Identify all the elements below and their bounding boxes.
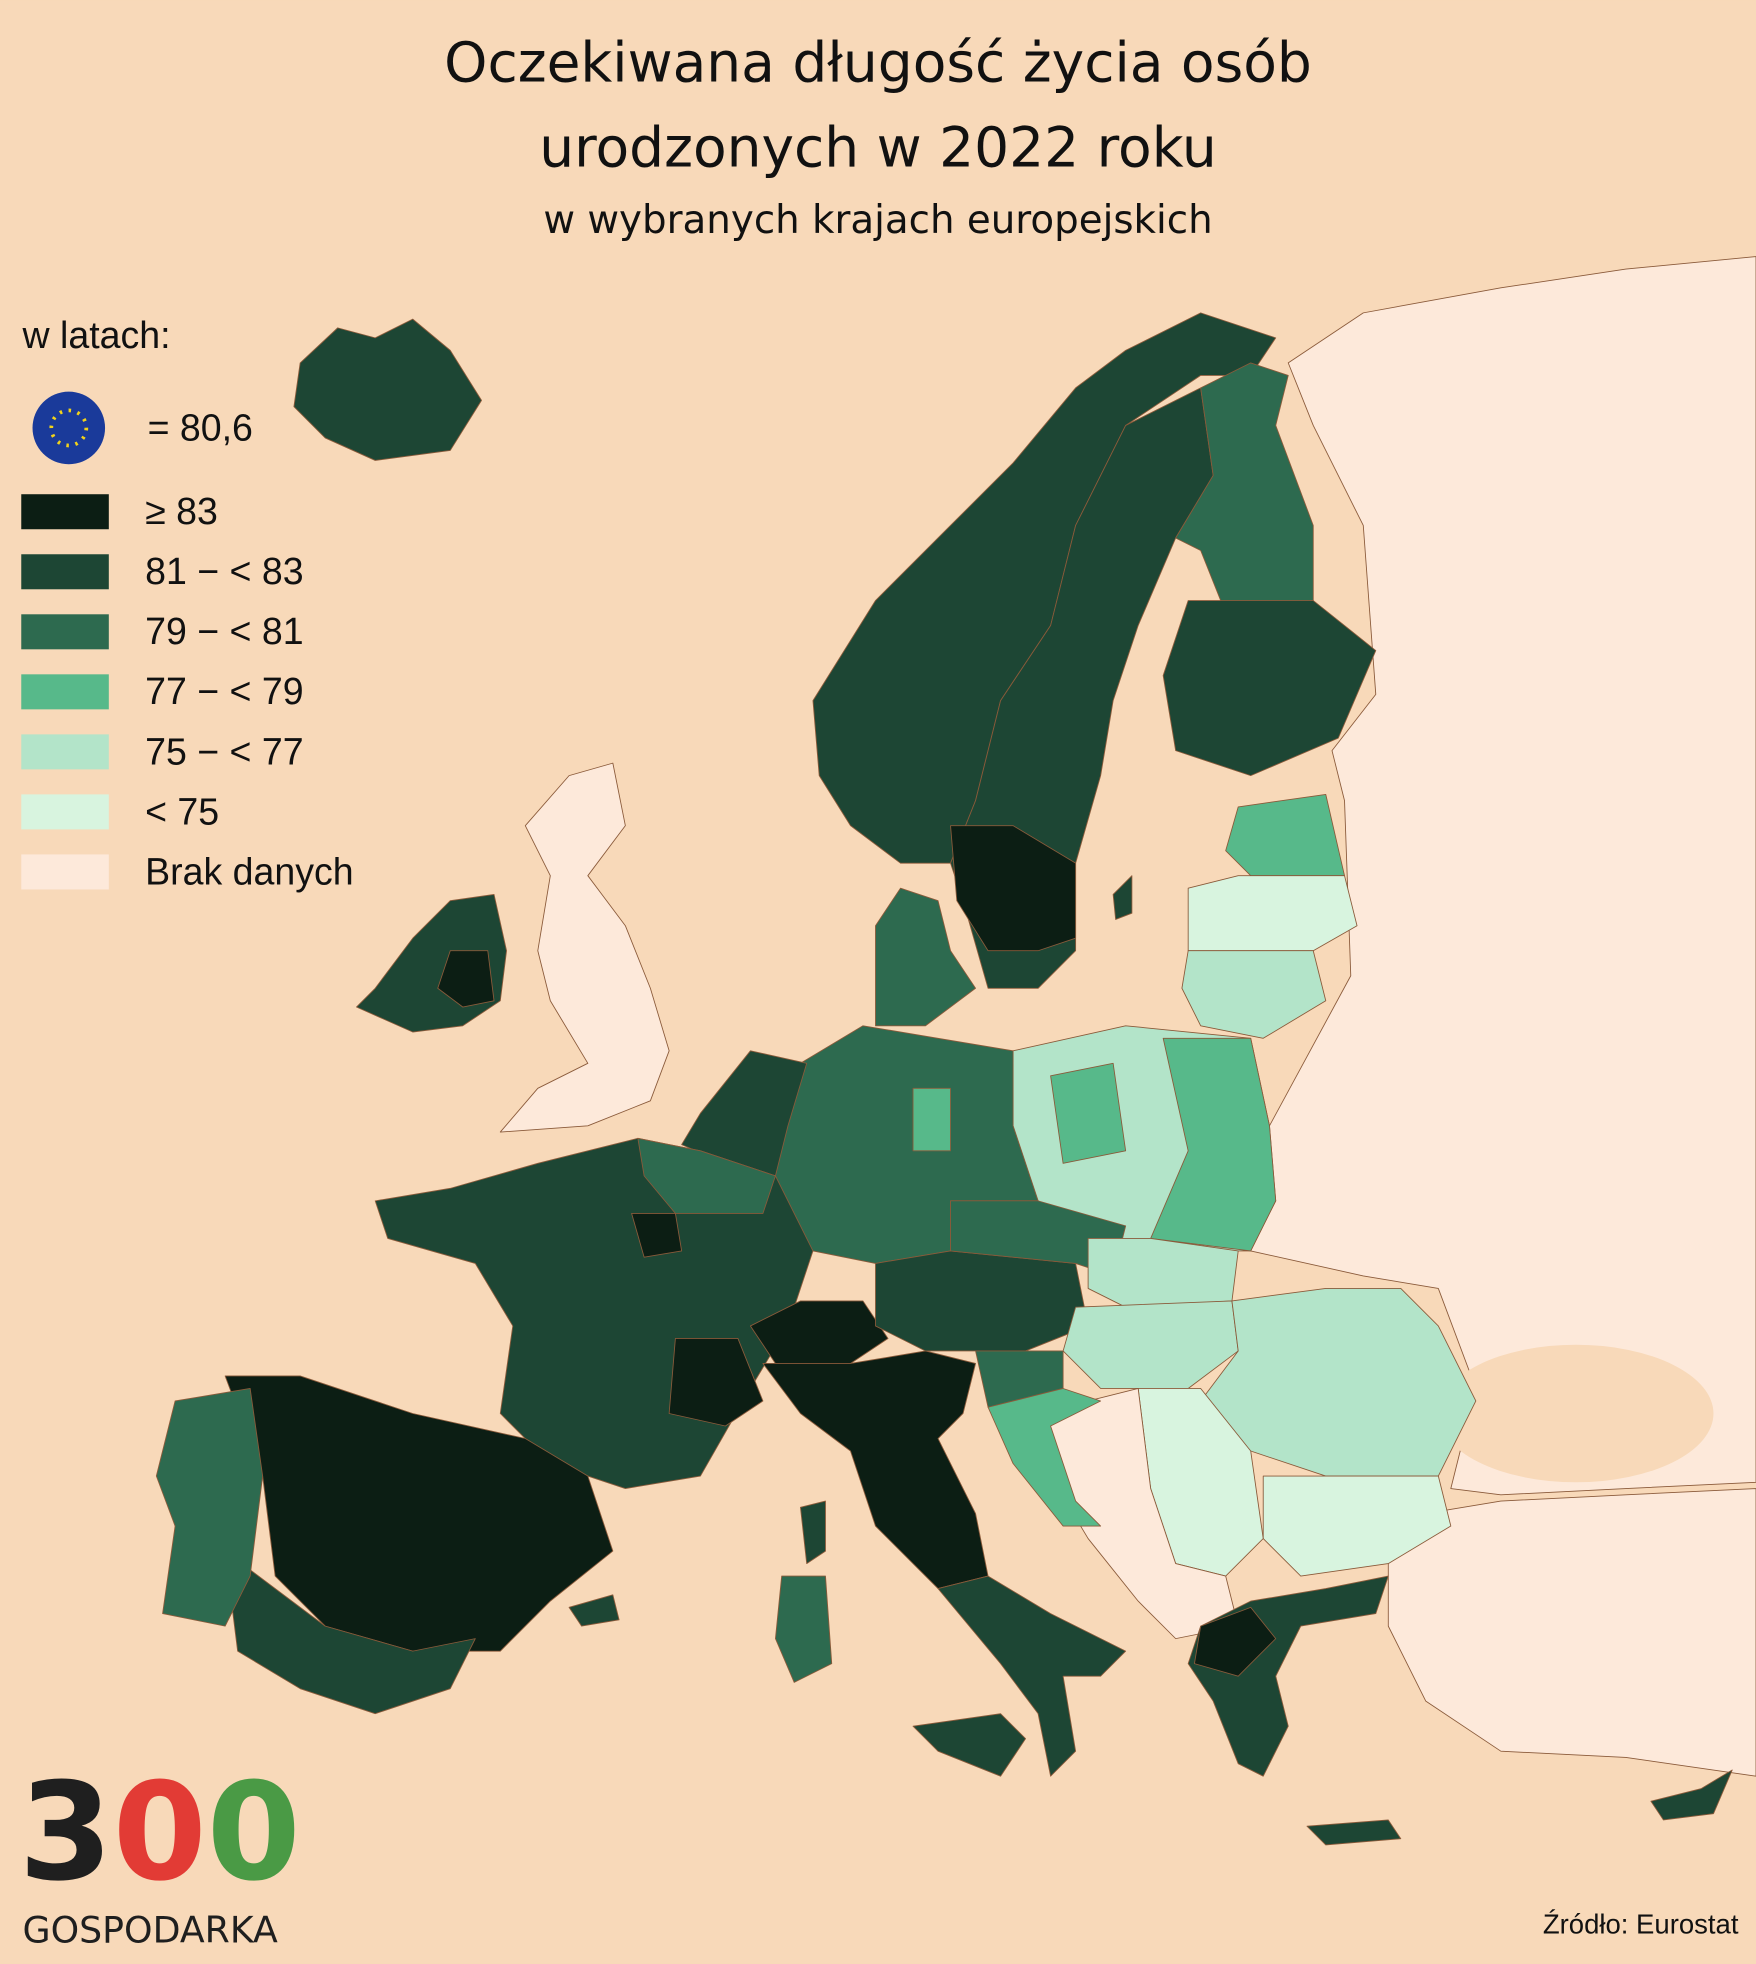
logo-name: GOSPODARKA	[23, 1909, 279, 1952]
logo-digit: 0	[207, 1754, 301, 1911]
legend-label: 79 − < 81	[145, 610, 304, 652]
legend-label: 81 − < 83	[145, 550, 304, 592]
legend: ≥ 83 81 − < 83 79 − < 81 77 − < 79 75 − < 77…	[21, 490, 354, 892]
region-france-north	[637, 1137, 776, 1214]
region-denmark	[875, 887, 976, 1027]
region-croatia	[987, 1388, 1102, 1527]
region-poland-east	[1150, 1037, 1277, 1252]
legend-swatch	[21, 554, 109, 590]
legend-label: ≥ 83	[145, 490, 218, 532]
eu-flag-circle	[32, 391, 106, 465]
region-germany-east	[912, 1087, 951, 1152]
region-france-southeast	[668, 1338, 764, 1427]
legend-swatch	[21, 494, 109, 530]
region-italy-south	[937, 1575, 1127, 1777]
legend-label: 75 − < 77	[145, 730, 304, 772]
region-lithuania	[1181, 950, 1327, 1039]
legend-swatch	[21, 854, 109, 890]
legend-label: Brak danych	[145, 850, 354, 892]
region-benelux	[681, 1050, 808, 1177]
region-corsica	[800, 1500, 826, 1565]
region-uk	[499, 762, 670, 1133]
title-line: urodzonych w 2022 roku	[539, 116, 1217, 180]
region-greece-north	[1193, 1606, 1277, 1677]
legend-label: 77 − < 79	[145, 670, 304, 712]
region-italy-north	[762, 1350, 989, 1590]
region-gotland	[1112, 875, 1133, 920]
source: Źródło: Eurostat	[1543, 1909, 1739, 1940]
eu-average: = 80,6	[148, 406, 253, 448]
legend-swatch	[21, 734, 109, 770]
region-crete	[1306, 1819, 1402, 1846]
region-poland-west	[1050, 1062, 1127, 1164]
map	[155, 256, 1756, 1846]
region-slovakia	[1087, 1237, 1239, 1308]
region-east	[1250, 256, 1756, 1496]
region-norway	[812, 312, 1277, 864]
black-sea	[1438, 1344, 1714, 1483]
legend-label: < 75	[145, 790, 219, 832]
region-paris	[631, 1212, 683, 1258]
region-spain-south	[224, 1550, 476, 1715]
legend-swatch	[21, 614, 109, 650]
eu-flag	[32, 391, 106, 465]
legend-label: w latach:	[22, 314, 171, 356]
region-estonia	[1225, 793, 1345, 877]
region-sicily	[912, 1713, 1027, 1777]
eu-flag-stars	[49, 408, 89, 448]
region-turkey	[1387, 1488, 1756, 1777]
region-latvia	[1187, 875, 1358, 952]
legend-swatch	[21, 674, 109, 710]
region-spain	[224, 1375, 614, 1652]
legend-swatch	[21, 794, 109, 830]
logo-digit: 0	[113, 1754, 207, 1911]
region-portugal	[155, 1388, 264, 1627]
region-iceland	[293, 318, 482, 461]
region-dublin	[437, 950, 495, 1008]
region-finland	[1162, 600, 1377, 777]
region-balearics	[568, 1594, 620, 1627]
logo-digits: 300	[19, 1754, 301, 1911]
logo-digit: 3	[19, 1754, 113, 1911]
subtitle: w wybranych krajach europejskich	[543, 198, 1212, 243]
region-austria	[875, 1250, 1089, 1352]
region-cyprus	[1650, 1769, 1733, 1821]
region-south-sweden	[950, 825, 1077, 952]
region-sardinia	[775, 1575, 833, 1683]
title-line: Oczekiwana długość życia osób	[444, 30, 1312, 94]
